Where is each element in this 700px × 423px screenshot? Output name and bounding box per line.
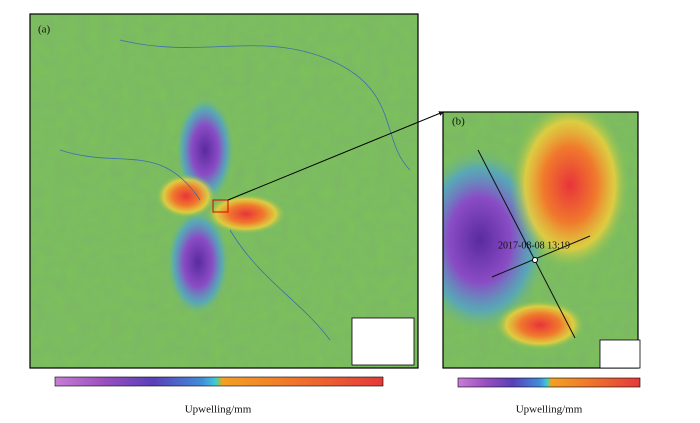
colorbar-label: Upwelling/mm	[516, 404, 583, 416]
panel-label: (b)	[452, 116, 465, 128]
map-b	[443, 112, 638, 368]
panel-label: (a)	[38, 24, 51, 36]
event-label: 2017-08-08 13:19	[498, 240, 570, 251]
colorbar-label: Upwelling/mm	[185, 404, 252, 416]
map-a	[30, 14, 418, 368]
